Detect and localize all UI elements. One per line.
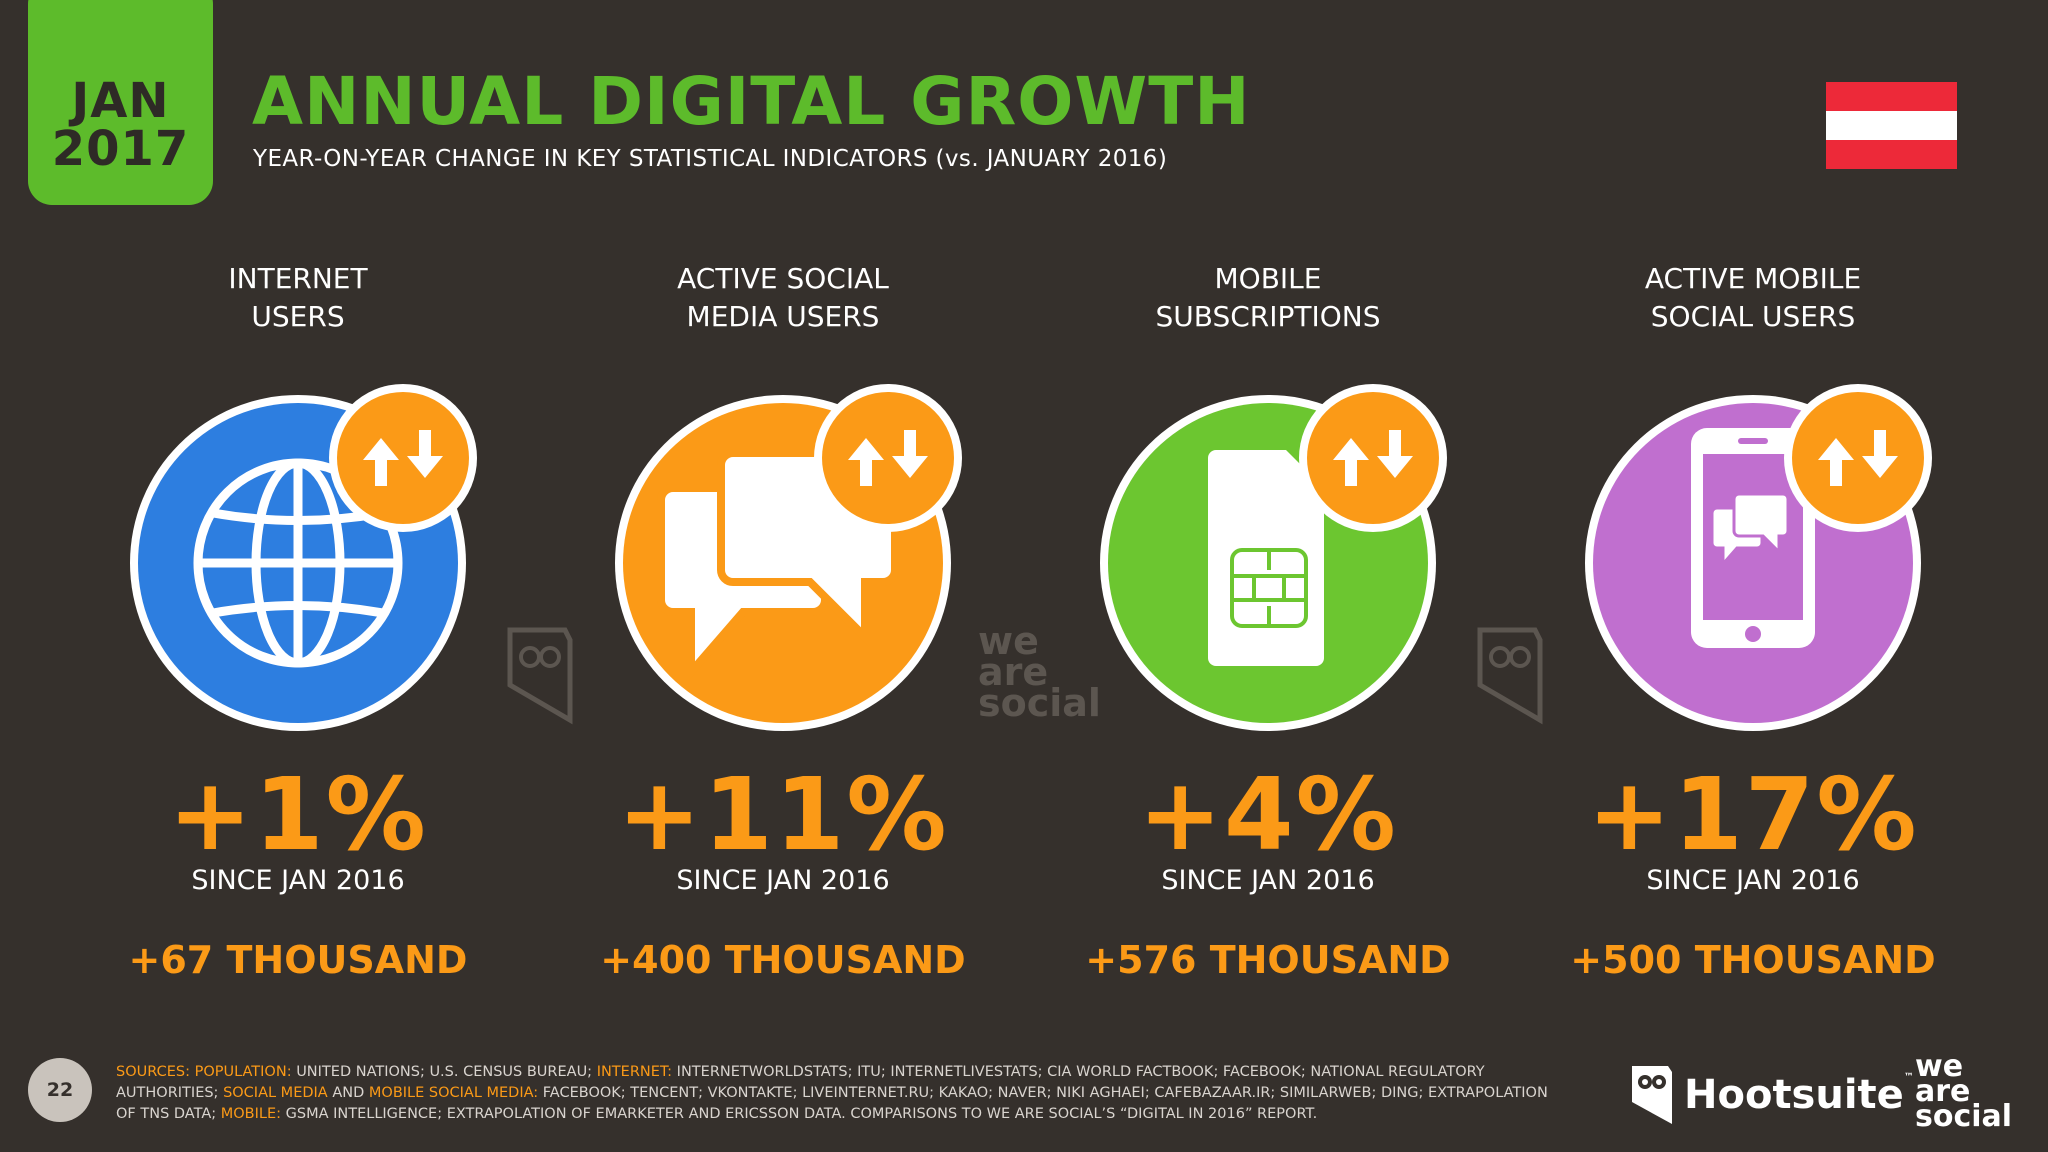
indicator-mobile-subscriptions: MOBILE SUBSCRIPTIONS +4% SINCE JAN 2016 … [1058, 260, 1478, 982]
label-line: SOCIAL USERS [1650, 300, 1856, 333]
hootsuite-logo: Hootsuite™ [1630, 1064, 1914, 1126]
indicator-label: ACTIVE MOBILE SOCIAL USERS [1543, 260, 1963, 338]
we-are-social-logo: we are social [1915, 1049, 2013, 1134]
watermark-line: are [978, 650, 1049, 694]
indicator-active-social-media-users: ACTIVE SOCIAL MEDIA USERS +11% SINCE JAN… [573, 260, 993, 982]
indicator-icon-wrap [1543, 368, 1963, 758]
hootsuite-owl-watermark-icon [1477, 627, 1543, 725]
label-line: INTERNET [228, 262, 368, 295]
percent-change: +4% [1138, 756, 1398, 873]
up-down-arrows-icon [814, 384, 962, 532]
source-text: FACEBOOK; TENCENT; VKONTAKTE; LIVEINTERN… [116, 1085, 1548, 1122]
absolute-change: +576 THOUSAND [1085, 938, 1451, 982]
source-category: SOURCES: [116, 1064, 195, 1080]
up-down-arrows-icon [1784, 384, 1932, 532]
date-year: 2017 [51, 121, 190, 177]
flag-stripe-middle [1826, 111, 1957, 140]
we-are-social-watermark: we are social [978, 619, 1101, 725]
since-label: SINCE JAN 2016 [1646, 865, 1860, 896]
mobile-chat-icon [1691, 428, 1815, 648]
hootsuite-wordmark: Hootsuite™ [1684, 1072, 1914, 1118]
label-line: SUBSCRIPTIONS [1155, 300, 1381, 333]
page-number: 22 [28, 1058, 92, 1122]
label-line: ACTIVE MOBILE [1644, 262, 1862, 295]
indicator-icon-wrap [573, 368, 993, 758]
source-text: AND [332, 1085, 369, 1101]
label-line: MEDIA USERS [686, 300, 880, 333]
source-category: INTERNET: [596, 1064, 677, 1080]
hootsuite-owl-icon [1632, 1066, 1672, 1124]
indicator-active-mobile-social-users: ACTIVE MOBILE SOCIAL USERS +17% SINCE JA… [1543, 260, 1963, 982]
date-badge: JAN 2017 [28, 0, 213, 205]
hootsuite-owl-watermark-icon [507, 627, 573, 725]
label-line: USERS [251, 300, 345, 333]
source-category: POPULATION: [194, 1064, 297, 1080]
absolute-change: +67 THOUSAND [128, 938, 468, 982]
logo-line: social [1915, 1099, 2013, 1134]
label-line: MOBILE [1214, 262, 1322, 295]
flag-stripe-bottom [1826, 140, 1957, 169]
indicator-label: ACTIVE SOCIAL MEDIA USERS [573, 260, 993, 338]
sources-text: SOURCES: POPULATION: UNITED NATIONS; U.S… [116, 1062, 1556, 1125]
indicator-internet-users: INTERNET USERS +1% SINCE JAN 2016 +67 T [88, 260, 508, 982]
social-media-graphic [615, 384, 962, 731]
flag-stripe-top [1826, 82, 1957, 111]
source-category: SOCIAL MEDIA [223, 1085, 333, 1101]
since-label: SINCE JAN 2016 [676, 865, 890, 896]
source-category: MOBILE: [220, 1106, 286, 1122]
source-category: MOBILE SOCIAL MEDIA: [368, 1085, 543, 1101]
indicator-label: MOBILE SUBSCRIPTIONS [1058, 260, 1478, 338]
logo-line: are [1915, 1074, 1971, 1109]
percent-change: +1% [168, 756, 428, 873]
source-text: GSMA INTELLIGENCE; EXTRAPOLATION OF EMAR… [285, 1106, 1318, 1122]
up-down-arrows-icon [1299, 384, 1447, 532]
hootsuite-text: Hootsuite [1684, 1072, 1904, 1118]
source-text: UNITED NATIONS; U.S. CENSUS BUREAU; [296, 1064, 597, 1080]
percent-change: +17% [1587, 756, 1919, 873]
up-down-arrows-icon [329, 384, 477, 532]
watermark-line: we [978, 619, 1039, 663]
watermark-line: social [978, 681, 1101, 725]
date-month: JAN [71, 73, 170, 129]
logo-line: we [1915, 1049, 1964, 1084]
indicator-icon-wrap [88, 368, 508, 758]
absolute-change: +400 THOUSAND [600, 938, 966, 982]
source-text: INTERNETWORLDSTATS; ITU; INTERNETLIVESTA… [116, 1064, 1485, 1101]
page-subtitle: YEAR-ON-YEAR CHANGE IN KEY STATISTICAL I… [253, 146, 1168, 172]
since-label: SINCE JAN 2016 [1161, 865, 1375, 896]
mobile-subscriptions-graphic [1100, 384, 1447, 731]
indicator-icon-wrap [1058, 368, 1478, 758]
trademark: ™ [1903, 1072, 1914, 1083]
indicator-label: INTERNET USERS [88, 260, 508, 338]
label-line: ACTIVE SOCIAL [677, 262, 889, 295]
internet-users-graphic [130, 384, 477, 731]
absolute-change: +500 THOUSAND [1570, 938, 1936, 982]
since-label: SINCE JAN 2016 [191, 865, 405, 896]
page-title: ANNUAL DIGITAL GROWTH [252, 63, 1251, 140]
mobile-social-users-graphic [1585, 384, 1932, 731]
percent-change: +11% [617, 756, 949, 873]
sim-card-icon [1208, 450, 1324, 666]
austria-flag [1826, 82, 1957, 169]
